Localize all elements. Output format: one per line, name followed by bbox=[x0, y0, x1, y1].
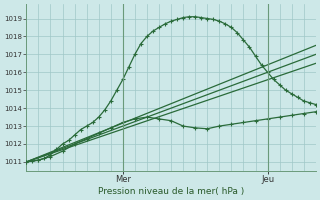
X-axis label: Pression niveau de la mer( hPa ): Pression niveau de la mer( hPa ) bbox=[98, 187, 244, 196]
